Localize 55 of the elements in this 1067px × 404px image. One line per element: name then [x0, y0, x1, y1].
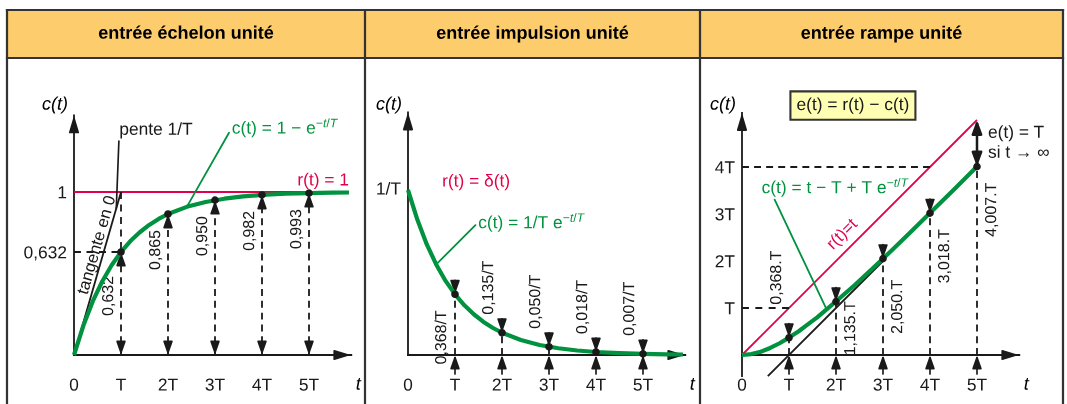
- x-axis-title: t: [1024, 377, 1030, 390]
- x-tick-label: 2T: [826, 378, 846, 391]
- annotation: 1/T: [377, 181, 401, 195]
- x-tick-label: 3T: [873, 378, 893, 391]
- x-tick-label: 2T: [492, 378, 512, 391]
- data-label: 0,982: [242, 211, 257, 251]
- chart-title: entrée impulsion unité: [436, 25, 629, 43]
- y-tick-label: T: [724, 302, 735, 315]
- chart-title: entrée rampe unité: [801, 25, 962, 43]
- data-label: 0,950: [195, 216, 210, 256]
- data-label: 0,865: [148, 230, 163, 270]
- annotation: e(t) = r(t) − c(t): [797, 97, 909, 114]
- data-label: 0,050/T: [528, 274, 543, 329]
- data-label: 2,050.T: [890, 280, 905, 334]
- data-label: 0,018/T: [575, 280, 590, 334]
- x-tick-label: T: [116, 378, 126, 391]
- x-axis-title: t: [690, 377, 696, 390]
- y-tick-label: 2T: [715, 255, 735, 268]
- series-label: c(t) = t − T + T e$^{−t/T}$: [762, 177, 909, 197]
- text: c(t) = 1 − e$^{−t/T}$: [232, 118, 338, 138]
- x-tick-label: T: [450, 378, 460, 391]
- x-tick-label: 4T: [586, 378, 606, 391]
- data-label: 0,993: [289, 209, 304, 249]
- x-tick-label: 5T: [299, 378, 319, 391]
- data-label: 0,135/T: [481, 260, 496, 315]
- data-label: 1,135.T: [843, 301, 858, 355]
- data-label: 4,007.T: [984, 183, 999, 237]
- x-tick-label: 5T: [633, 378, 653, 391]
- data-label: 0,368/T: [434, 310, 449, 364]
- x-tick-label: 3T: [539, 378, 559, 391]
- y-tick-label: 4T: [715, 161, 735, 174]
- x-tick-label: 5T: [967, 378, 987, 391]
- data-label: 0,368.T: [769, 250, 784, 305]
- y-tick-label: 1: [58, 186, 67, 199]
- x-tick-label: 0: [69, 378, 79, 391]
- text: c(t) = 1/T e$^{−t/T}$: [478, 212, 585, 232]
- x-tick-label: T: [784, 378, 794, 391]
- y-axis-title: c(t): [710, 96, 735, 114]
- annotation: pente 1/T: [120, 122, 193, 139]
- x-tick-label: 3T: [205, 378, 225, 391]
- x-tick-label: 4T: [920, 378, 940, 391]
- chart-title: entrée échelon unité: [98, 25, 274, 39]
- x-tick-label: 0: [737, 378, 747, 391]
- y-tick-label: 3T: [715, 208, 735, 221]
- series-label: r(t) = 1: [298, 172, 349, 189]
- y-axis-title: c(t): [376, 96, 401, 114]
- data-label: 3,018.T: [937, 229, 952, 283]
- x-tick-label: 0: [403, 378, 413, 391]
- x-tick-label: 2T: [158, 378, 178, 391]
- legend-label: r(t) = δ(t): [443, 173, 510, 191]
- x-tick-label: 4T: [252, 378, 272, 391]
- y-axis-title: c(t): [42, 96, 67, 114]
- x-axis-title: t: [356, 377, 362, 390]
- data-label: 0,007/T: [622, 282, 637, 336]
- annotation: e(t) = T si t → ∞: [988, 125, 1049, 158]
